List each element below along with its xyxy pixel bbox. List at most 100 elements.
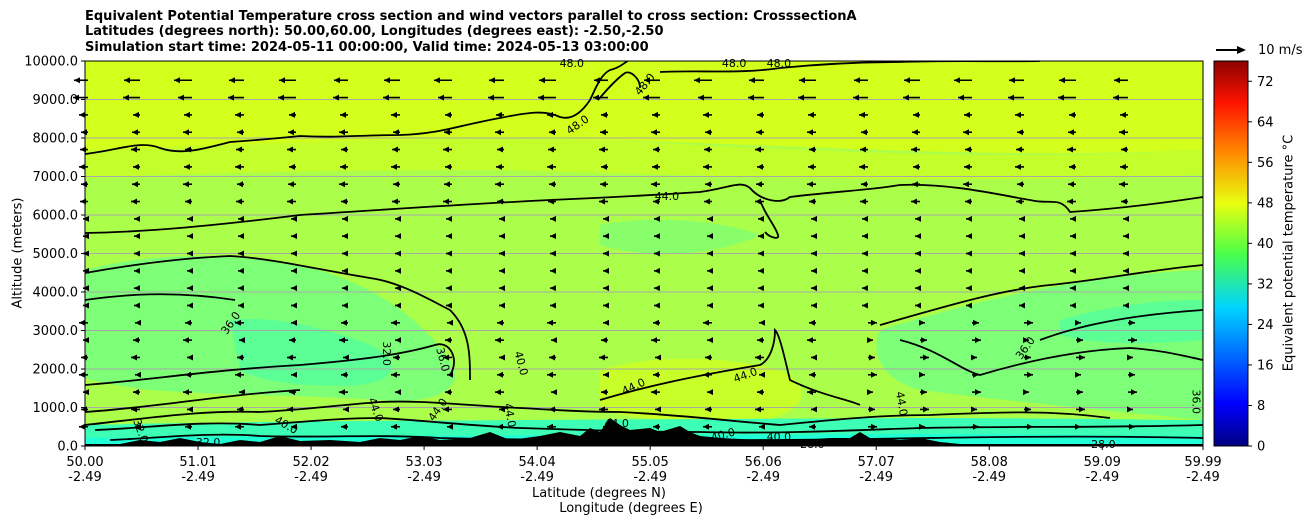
wind-vector-head: [291, 423, 297, 430]
wind-vector-head: [758, 250, 764, 257]
wind-vector-head: [757, 389, 763, 396]
wind-vector-head: [911, 198, 917, 205]
x-tick-label-lon: -2.49: [972, 470, 1006, 485]
wind-vector-head: [919, 423, 925, 430]
y-axis: 0.0 1000.0 2000.0 3000.0 4000.0 5000.0 6000.0 7…: [24, 55, 85, 455]
contour-40-left: [85, 255, 471, 381]
wind-vector-head: [1067, 198, 1073, 205]
wind-vector-head: [923, 406, 929, 413]
wind-vector-head: [1025, 406, 1031, 413]
wind-vector-head: [287, 406, 293, 413]
colorbar-tick-label: 24: [1257, 318, 1274, 333]
wind-vector-head: [443, 406, 449, 413]
wind-vector-head: [434, 77, 440, 84]
wind-vector-head: [550, 215, 556, 222]
wind-vector-head: [923, 354, 929, 361]
wind-vector-head: [384, 77, 390, 84]
wind-vector-head: [131, 198, 137, 205]
wind-vector-head: [757, 111, 763, 118]
wind-vector-head: [871, 371, 877, 378]
wind-vector-head: [973, 423, 979, 430]
wind-vector-head: [807, 129, 813, 136]
wind-vector-head: [547, 163, 553, 170]
wind-vector-head: [1123, 233, 1129, 240]
wind-vector-head: [599, 354, 605, 361]
wind-vector-head: [340, 163, 346, 170]
wind-vector-head: [489, 77, 495, 84]
wind-vector-head: [757, 337, 763, 344]
wind-vector-head: [238, 267, 244, 274]
wind-vector-head: [499, 250, 505, 257]
wind-vector-head: [758, 302, 764, 309]
wind-vector-head: [1025, 354, 1031, 361]
wind-vector-head: [807, 389, 813, 396]
wind-vector-head: [654, 285, 660, 292]
wind-vector-head: [291, 250, 297, 257]
title-line-1: Equivalent Potential Temperature cross s…: [85, 9, 857, 24]
wind-vector-head: [289, 389, 295, 396]
wind-vector-head: [809, 371, 815, 378]
wind-vector-head: [134, 215, 140, 222]
wind-vector-head: [131, 354, 137, 361]
wind-vector-head: [963, 129, 969, 136]
wind-vector-head: [496, 163, 502, 170]
wind-vector-head: [443, 198, 449, 205]
wind-vector-head: [653, 423, 659, 430]
wind-vector-head: [237, 354, 243, 361]
wind-vector-head: [798, 94, 804, 101]
contour-label: 48.0: [722, 57, 747, 70]
x-tick-label-lat: 50.00: [66, 455, 103, 470]
wind-vector-head: [185, 423, 191, 430]
wind-vector-head: [1119, 129, 1125, 136]
wind-vector-head: [495, 389, 501, 396]
y-tick-label: 8000.0: [33, 132, 79, 147]
wind-vector-head: [187, 250, 193, 257]
terrain: [85, 418, 1203, 446]
wind-vector-head: [1059, 77, 1065, 84]
wind-vector-head: [497, 146, 503, 153]
wind-vector-head: [333, 94, 339, 101]
wind-vector-head: [187, 267, 193, 274]
wind-vector-head: [499, 354, 505, 361]
wind-vector-head: [81, 181, 87, 188]
wind-vector-head: [499, 215, 505, 222]
wind-vector-head: [811, 267, 817, 274]
wind-vector-head: [1120, 111, 1126, 118]
y-tick-label: 5000.0: [33, 247, 79, 262]
wind-vector-head: [904, 77, 910, 84]
y-tick-label: 3000.0: [33, 324, 79, 339]
wind-vector-head: [1075, 423, 1081, 430]
wind-vector-head: [134, 302, 140, 309]
y-gridlines: [85, 99, 1203, 408]
wind-vector-head: [965, 146, 971, 153]
wind-vector-head: [1019, 215, 1025, 222]
wind-vector-head: [237, 406, 243, 413]
wind-vector-head: [391, 111, 397, 118]
wind-vector-head: [395, 215, 401, 222]
wind-vector-head: [547, 319, 553, 326]
wind-vector-head: [497, 423, 503, 430]
wind-vector-head: [238, 250, 244, 257]
wind-vector-head: [236, 198, 242, 205]
wind-vector-head: [809, 198, 815, 205]
contour-label: 32.0: [380, 341, 393, 366]
wind-vector-head: [759, 423, 765, 430]
y-tick-label: 4000.0: [33, 286, 79, 301]
wind-vector-head: [707, 233, 713, 240]
wind-vector-head: [871, 423, 877, 430]
wind-vector-head: [499, 267, 505, 274]
contour-44: [85, 183, 1203, 234]
wind-vector-head: [759, 319, 765, 326]
x-tick-label-lon: -2.49: [520, 470, 554, 485]
x-axis: 50.00-2.4951.01-2.4952.02-2.4953.03-2.49…: [66, 446, 1222, 485]
wind-vector-head: [495, 337, 501, 344]
wind-vector-head: [79, 163, 85, 170]
wind-vector-head: [278, 94, 284, 101]
wind-vector-head: [79, 111, 85, 118]
wind-vector-head: [497, 198, 503, 205]
wind-vector-head: [1123, 267, 1129, 274]
wind-vector-head: [704, 198, 710, 205]
x-axis-label-lon: Longitude (degrees E): [559, 501, 703, 516]
wind-vector-head: [915, 267, 921, 274]
wind-vector-head: [443, 354, 449, 361]
